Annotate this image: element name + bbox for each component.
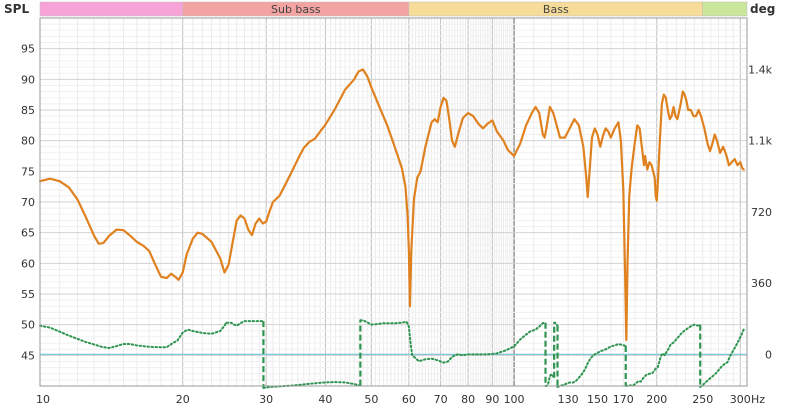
y-tick-label: 45 — [21, 349, 35, 362]
y-tick-label: 50 — [21, 319, 35, 332]
x-tick-label: 200 — [646, 393, 667, 406]
y-tick-label: 90 — [21, 73, 35, 86]
x-tick-label: 80 — [461, 393, 475, 406]
band-label-2: Bass — [543, 3, 569, 16]
series-layer — [38, 68, 745, 389]
phase-series-line — [39, 319, 745, 389]
y2-axis-title: deg — [750, 2, 775, 16]
y2-tick-label: 0 — [765, 348, 772, 361]
y2-tick-label: 720 — [751, 206, 772, 219]
x-tick-label: 60 — [402, 393, 416, 406]
y-tick-label: 55 — [21, 288, 35, 301]
y-tick-label: 80 — [21, 135, 35, 148]
y2-tick-label: 1.4k — [748, 63, 772, 76]
x-tick-label: 250 — [692, 393, 713, 406]
tick-labels: 10 20 30 40 50 60 70 80 90 100 130 150 170 200 250 300 4… — [21, 43, 773, 406]
plot-frame — [39, 17, 748, 387]
y-tick-label: 75 — [21, 165, 35, 178]
y2-tick-label: 360 — [751, 277, 772, 290]
y-tick-label: 95 — [21, 43, 35, 56]
x-tick-label: 40 — [318, 393, 332, 406]
x-tick-label: 90 — [485, 393, 499, 406]
x-axis-unit: Hz — [751, 393, 765, 406]
frequency-bands: Sub bass Bass — [39, 1, 748, 17]
x-tick-label: 10 — [36, 393, 50, 406]
band-label-1: Sub bass — [271, 3, 321, 16]
x-tick-label: 300 — [730, 393, 751, 406]
phase-wrap-lines — [262, 320, 702, 388]
x-tick-label: 20 — [176, 393, 190, 406]
x-tick-label: 50 — [364, 393, 378, 406]
y-tick-label: 65 — [21, 227, 35, 240]
x-tick-label: 70 — [434, 393, 448, 406]
x-tick-label: 130 — [558, 393, 579, 406]
x-tick-label: 100 — [504, 393, 525, 406]
y2-tick-label: 1.1k — [748, 135, 772, 148]
band-0 — [39, 1, 183, 17]
y-tick-label: 85 — [21, 104, 35, 117]
y-axis-title: SPL — [4, 2, 29, 16]
x-tick-label: 30 — [259, 393, 273, 406]
grid-lines — [39, 18, 748, 386]
y-tick-label: 70 — [21, 196, 35, 209]
band-3 — [702, 1, 748, 17]
y-tick-label: 60 — [21, 257, 35, 270]
x-tick-label: 150 — [587, 393, 608, 406]
spl-series-line — [38, 68, 745, 342]
x-tick-label: 170 — [613, 393, 634, 406]
